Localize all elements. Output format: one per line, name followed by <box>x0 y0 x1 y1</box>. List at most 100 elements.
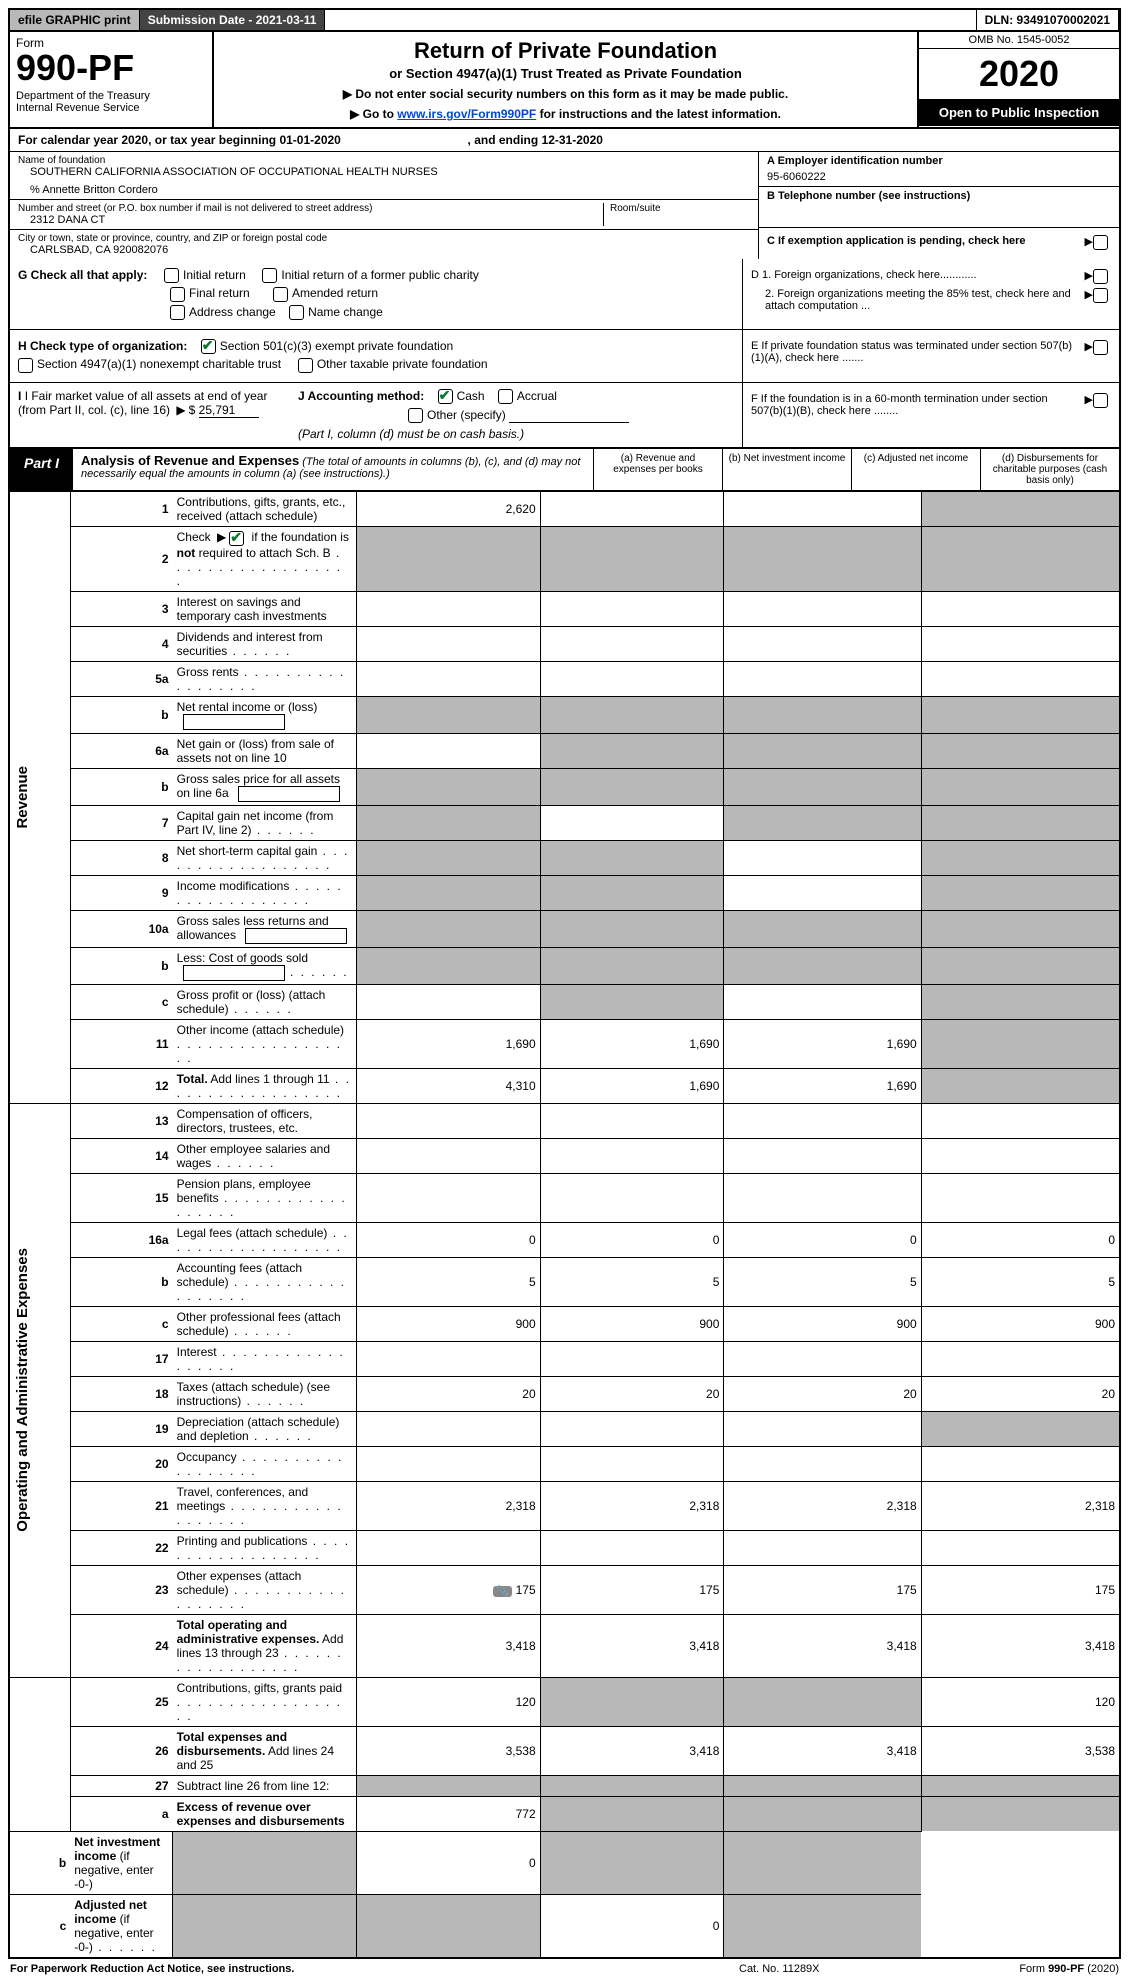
line-description: Income modifications <box>173 875 357 910</box>
fmv-value: 25,791 <box>199 403 259 418</box>
other-method-checkbox[interactable] <box>408 408 423 423</box>
amount-cell <box>356 733 540 768</box>
amount-cell: 3,418 <box>356 1614 540 1677</box>
address-change-checkbox[interactable] <box>170 305 185 320</box>
amount-cell <box>724 626 921 661</box>
amount-cell: 5 <box>921 1257 1120 1306</box>
amount-cell <box>921 1530 1120 1565</box>
line-description: Total operating and administrative expen… <box>173 1614 357 1677</box>
amount-cell <box>921 1796 1120 1831</box>
amount-cell <box>921 696 1120 733</box>
exemption-checkbox[interactable] <box>1093 235 1108 250</box>
amount-cell: 1,690 <box>724 1068 921 1103</box>
d1-checkbox[interactable] <box>1093 269 1108 284</box>
line-number: 14 <box>70 1138 172 1173</box>
initial-former-checkbox[interactable] <box>262 268 277 283</box>
amount-cell <box>540 875 724 910</box>
submission-date: Submission Date - 2021-03-11 <box>140 10 326 30</box>
amount-cell: 1,690 <box>540 1019 724 1068</box>
amount-cell <box>921 768 1120 805</box>
efile-label: efile GRAPHIC print <box>10 10 140 30</box>
amount-cell: 175 <box>921 1565 1120 1614</box>
line-description: Excess of revenue over expenses and disb… <box>173 1796 357 1831</box>
amount-cell <box>173 1894 357 1958</box>
dln-label: DLN: 93491070002021 <box>977 10 1119 30</box>
line-number: 27 <box>70 1775 172 1796</box>
attachment-icon[interactable]: 📎 <box>493 1586 511 1597</box>
table-row: aExcess of revenue over expenses and dis… <box>9 1796 1120 1831</box>
line-number: 3 <box>70 591 172 626</box>
e-checkbox[interactable] <box>1093 340 1108 355</box>
amount-cell <box>724 1138 921 1173</box>
line-number: b <box>9 1831 70 1894</box>
amount-cell <box>356 805 540 840</box>
amount-cell: 📎175 <box>356 1565 540 1614</box>
amount-cell: 4,310 <box>356 1068 540 1103</box>
line-description: Other professional fees (attach schedule… <box>173 1306 357 1341</box>
arrow-icon: ▶ <box>1075 288 1093 301</box>
amount-cell: 3,538 <box>921 1726 1120 1775</box>
table-row: cOther professional fees (attach schedul… <box>9 1306 1120 1341</box>
amount-cell <box>540 1138 724 1173</box>
paperwork-notice: For Paperwork Reduction Act Notice, see … <box>10 1963 739 1975</box>
accrual-checkbox[interactable] <box>498 389 513 404</box>
other-taxable-checkbox[interactable] <box>298 358 313 373</box>
sch-b-checkbox[interactable] <box>229 531 244 546</box>
col-d-header: (d) Disbursements for charitable purpose… <box>980 449 1119 490</box>
arrow-icon: ▶ <box>176 403 185 417</box>
amended-return-checkbox[interactable] <box>273 287 288 302</box>
street-label: Number and street (or P.O. box number if… <box>18 203 603 214</box>
final-return-checkbox[interactable] <box>170 287 185 302</box>
amount-cell <box>724 805 921 840</box>
amount-cell <box>724 733 921 768</box>
4947-checkbox[interactable] <box>18 358 33 373</box>
f-checkbox[interactable] <box>1093 393 1108 408</box>
form-title: Return of Private Foundation <box>220 38 911 64</box>
amount-cell: 3,418 <box>921 1614 1120 1677</box>
line-description: Dividends and interest from securities <box>173 626 357 661</box>
amount-cell: 20 <box>540 1376 724 1411</box>
table-row: cAdjusted net income (if negative, enter… <box>9 1894 1120 1958</box>
initial-return-checkbox[interactable] <box>164 268 179 283</box>
line-description: Other expenses (attach schedule) <box>173 1565 357 1614</box>
line-description: Interest <box>173 1341 357 1376</box>
other-specify-line <box>509 422 629 423</box>
table-row: 2Check ▶ if the foundation is not requir… <box>9 527 1120 591</box>
form-subtitle: or Section 4947(a)(1) Trust Treated as P… <box>220 66 911 81</box>
amount-cell <box>540 840 724 875</box>
table-row: bNet investment income (if negative, ent… <box>9 1831 1120 1894</box>
amount-cell <box>540 1411 724 1446</box>
amount-cell <box>540 626 724 661</box>
501c3-checkbox[interactable] <box>201 339 216 354</box>
cash-checkbox[interactable] <box>438 389 453 404</box>
amount-cell <box>356 840 540 875</box>
amount-cell <box>356 1103 540 1138</box>
line-description: Net short-term capital gain <box>173 840 357 875</box>
table-row: bLess: Cost of goods sold <box>9 947 1120 984</box>
care-of: % Annette Britton Cordero <box>30 184 750 196</box>
line-description: Travel, conferences, and meetings <box>173 1481 357 1530</box>
amount-cell <box>356 1775 540 1796</box>
amount-cell: 3,418 <box>724 1726 921 1775</box>
line-number: 11 <box>70 1019 172 1068</box>
amount-cell: 3,418 <box>540 1726 724 1775</box>
table-row: 21Travel, conferences, and meetings2,318… <box>9 1481 1120 1530</box>
amount-cell <box>921 591 1120 626</box>
amount-cell: 900 <box>724 1306 921 1341</box>
line-description: Net rental income or (loss) <box>173 696 357 733</box>
table-row: 15Pension plans, employee benefits <box>9 1173 1120 1222</box>
table-row: 18Taxes (attach schedule) (see instructi… <box>9 1376 1120 1411</box>
amount-cell <box>921 1173 1120 1222</box>
section-i-j-f: I I Fair market value of all assets at e… <box>8 383 1121 450</box>
page-footer: For Paperwork Reduction Act Notice, see … <box>8 1959 1121 1979</box>
name-change-checkbox[interactable] <box>289 305 304 320</box>
amount-cell <box>724 1530 921 1565</box>
line-number: 13 <box>70 1103 172 1138</box>
d2-checkbox[interactable] <box>1093 288 1108 303</box>
amount-cell: 20 <box>724 1376 921 1411</box>
line-number: 12 <box>70 1068 172 1103</box>
name-label: Name of foundation <box>18 155 750 166</box>
line-number: 23 <box>70 1565 172 1614</box>
line-number: b <box>70 1257 172 1306</box>
instructions-link[interactable]: www.irs.gov/Form990PF <box>397 107 536 121</box>
